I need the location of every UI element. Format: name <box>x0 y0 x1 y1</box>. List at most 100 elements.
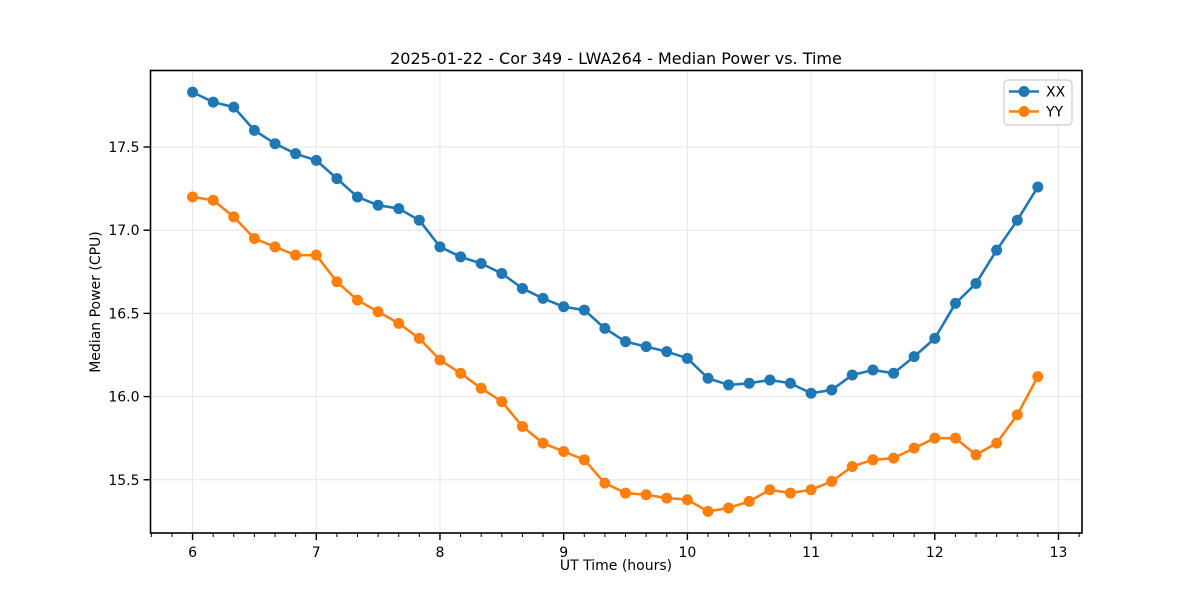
series-yy <box>187 191 1044 517</box>
data-point-xx <box>248 124 260 136</box>
data-point-yy <box>826 475 838 487</box>
data-point-yy <box>290 249 302 261</box>
data-point-yy <box>764 484 776 496</box>
data-point-xx <box>908 351 920 363</box>
data-point-yy <box>846 460 858 472</box>
x-tick-label: 7 <box>312 545 321 561</box>
data-point-yy <box>516 421 528 433</box>
x-tick-label: 12 <box>926 545 944 561</box>
data-point-yy <box>578 454 590 466</box>
y-tick-label: 17.5 <box>108 140 139 156</box>
data-point-yy <box>908 442 920 454</box>
y-axis-label: Median Power (CPU) <box>88 231 104 373</box>
data-point-yy <box>1011 409 1023 421</box>
data-point-xx <box>475 257 487 269</box>
series-xx <box>187 86 1044 399</box>
data-point-yy <box>805 484 817 496</box>
y-tick-label: 16.5 <box>108 306 139 322</box>
data-point-yy <box>351 294 363 306</box>
data-point-yy <box>599 477 611 489</box>
data-point-xx <box>723 379 735 391</box>
series-line-xx <box>191 90 1040 395</box>
data-point-yy <box>187 191 199 203</box>
data-point-xx <box>867 364 879 376</box>
x-tick-label: 11 <box>802 545 820 561</box>
data-point-xx <box>578 304 590 316</box>
data-point-xx <box>351 191 363 203</box>
plot-border <box>149 69 1083 534</box>
data-point-xx <box>372 199 384 211</box>
data-point-xx <box>413 214 425 226</box>
data-point-xx <box>743 377 755 389</box>
data-point-xx <box>496 267 508 279</box>
data-point-xx <box>187 86 199 98</box>
data-point-yy <box>970 449 982 461</box>
data-point-yy <box>723 502 735 514</box>
data-point-yy <box>991 437 1003 449</box>
data-point-yy <box>784 487 796 499</box>
data-point-xx <box>764 374 776 386</box>
data-point-xx <box>929 332 941 344</box>
data-point-yy <box>455 367 467 379</box>
x-tick-label: 8 <box>436 545 445 561</box>
data-point-xx <box>228 101 240 113</box>
data-point-xx <box>455 251 467 263</box>
data-point-yy <box>743 495 755 507</box>
data-point-yy <box>681 494 693 506</box>
data-point-xx <box>331 173 343 185</box>
data-point-yy <box>537 437 549 449</box>
x-axis-label: UT Time (hours) <box>559 558 673 574</box>
x-tick-label: 10 <box>678 545 696 561</box>
y-tick-label: 16.0 <box>108 390 139 406</box>
data-point-xx <box>826 384 838 396</box>
legend-label-xx: XX <box>1046 85 1066 101</box>
data-point-yy <box>475 382 487 394</box>
data-point-xx <box>269 138 281 150</box>
data-point-xx <box>888 367 900 379</box>
data-point-xx <box>784 377 796 389</box>
data-point-yy <box>248 233 260 245</box>
legend: XX YY <box>1003 79 1073 126</box>
axes-ticks: 6 7 8 9 10 11 12 13 15.5 16.0 16.5 17.0 17.5 <box>108 140 1080 561</box>
data-point-xx <box>207 96 219 108</box>
data-point-yy <box>1032 371 1044 383</box>
legend-sample-marker-xx <box>1018 86 1030 97</box>
data-point-xx <box>949 297 961 309</box>
data-point-xx <box>661 346 673 358</box>
x-tick-label: 6 <box>188 545 197 561</box>
data-point-yy <box>393 317 405 329</box>
data-point-yy <box>640 489 652 501</box>
data-point-xx <box>516 282 528 294</box>
data-point-xx <box>970 277 982 289</box>
y-tick-label: 15.5 <box>108 473 139 489</box>
data-point-xx <box>558 301 570 313</box>
data-point-xx <box>1032 181 1044 193</box>
data-point-xx <box>537 292 549 304</box>
data-point-xx <box>702 372 714 384</box>
data-point-yy <box>661 492 673 504</box>
data-point-xx <box>681 352 693 364</box>
x-tick-label: 9 <box>559 545 568 561</box>
data-point-xx <box>290 148 302 160</box>
legend-label-yy: YY <box>1045 105 1064 121</box>
data-point-yy <box>413 332 425 344</box>
data-point-yy <box>331 276 343 288</box>
data-point-yy <box>558 445 570 457</box>
data-point-yy <box>372 306 384 318</box>
data-point-yy <box>929 432 941 444</box>
data-point-xx <box>620 336 632 348</box>
data-point-xx <box>393 203 405 215</box>
data-point-xx <box>640 341 652 353</box>
data-point-yy <box>269 241 281 253</box>
data-point-yy <box>496 396 508 408</box>
data-point-xx <box>1011 214 1023 226</box>
data-point-yy <box>434 354 446 366</box>
chart-title: 2025-01-22 - Cor 349 - LWA264 - Median P… <box>390 49 842 68</box>
data-point-xx <box>310 154 322 166</box>
data-point-yy <box>888 452 900 464</box>
data-point-yy <box>228 211 240 223</box>
data-point-xx <box>991 244 1003 256</box>
gridlines <box>150 70 1082 533</box>
